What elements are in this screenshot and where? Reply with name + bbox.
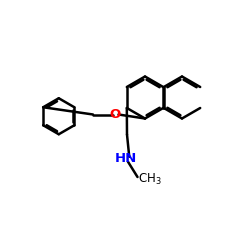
- Text: O: O: [110, 108, 121, 121]
- Text: CH$_3$: CH$_3$: [138, 172, 162, 187]
- Text: HN: HN: [115, 152, 138, 165]
